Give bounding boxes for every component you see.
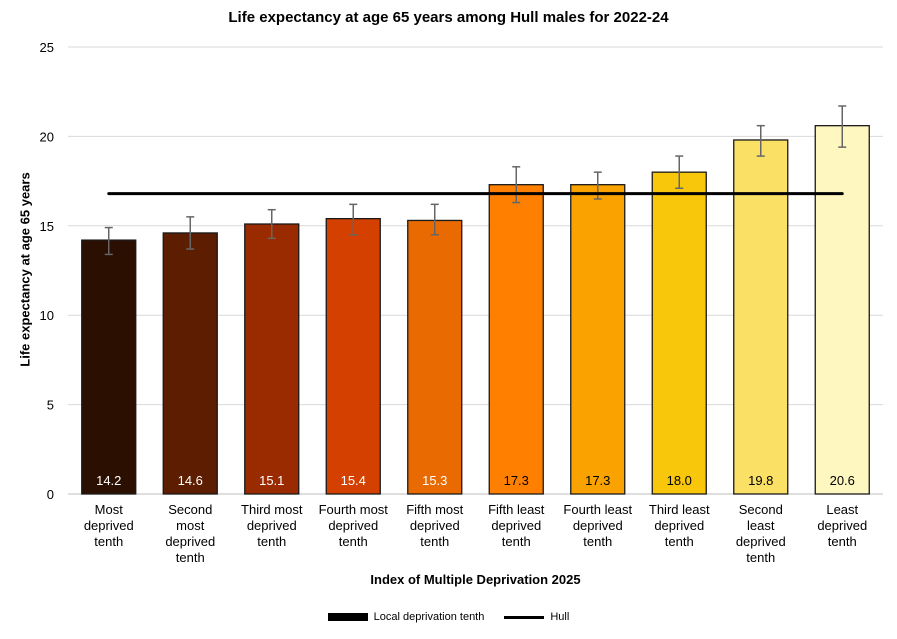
- bar: [733, 139, 789, 495]
- bar: [570, 184, 626, 495]
- x-tick-label: Least deprived tenth: [817, 502, 868, 549]
- legend-label-local: Local deprivation tenth: [373, 611, 485, 623]
- y-tick-label: 0: [47, 487, 54, 502]
- bar: [488, 184, 544, 495]
- legend: Local deprivation tenth Hull: [0, 611, 897, 623]
- x-tick-label: Fourth most deprived tenth: [318, 502, 388, 549]
- y-tick-label: 20: [40, 129, 54, 144]
- y-tick-label: 5: [47, 398, 54, 413]
- x-tick-label: Fifth least deprived tenth: [488, 502, 545, 549]
- y-axis-title: Life expectancy at age 65 years: [17, 172, 33, 367]
- x-axis-title: Index of Multiple Deprivation 2025: [370, 572, 581, 587]
- data-label: 15.1: [259, 473, 284, 488]
- bar: [814, 125, 870, 495]
- bar: [244, 223, 300, 495]
- x-tick-label: Fourth least deprived tenth: [563, 502, 633, 549]
- bar: [407, 219, 463, 495]
- x-tick-label: Fifth most deprived tenth: [406, 502, 464, 549]
- data-label: 19.8: [748, 473, 773, 488]
- x-tick-label: Most deprived tenth: [83, 502, 134, 549]
- y-tick-label: 15: [40, 219, 54, 234]
- bar: [162, 232, 218, 495]
- bar: [651, 171, 707, 495]
- data-label: 17.3: [504, 473, 529, 488]
- data-label: 18.0: [667, 473, 692, 488]
- y-tick-label: 25: [40, 40, 54, 55]
- legend-label-hull: Hull: [550, 611, 570, 623]
- data-label: 20.6: [830, 473, 855, 488]
- data-label: 17.3: [585, 473, 610, 488]
- x-tick-label: Second most deprived tenth: [165, 502, 216, 565]
- x-tick-label: Second least deprived tenth: [735, 502, 786, 565]
- data-label: 14.6: [178, 473, 203, 488]
- y-tick-label: 10: [40, 308, 54, 323]
- data-label: 15.4: [341, 473, 366, 488]
- legend-swatch-line: [504, 615, 545, 619]
- x-tick-label: Third most deprived tenth: [241, 502, 303, 549]
- bar: [325, 217, 381, 495]
- data-label: 14.2: [96, 473, 121, 488]
- data-label: 15.3: [422, 473, 447, 488]
- chart-title: Life expectancy at age 65 years among Hu…: [228, 9, 669, 26]
- bar: [81, 239, 137, 495]
- x-tick-label: Third least deprived tenth: [648, 502, 710, 549]
- legend-swatch-bar: [327, 613, 368, 621]
